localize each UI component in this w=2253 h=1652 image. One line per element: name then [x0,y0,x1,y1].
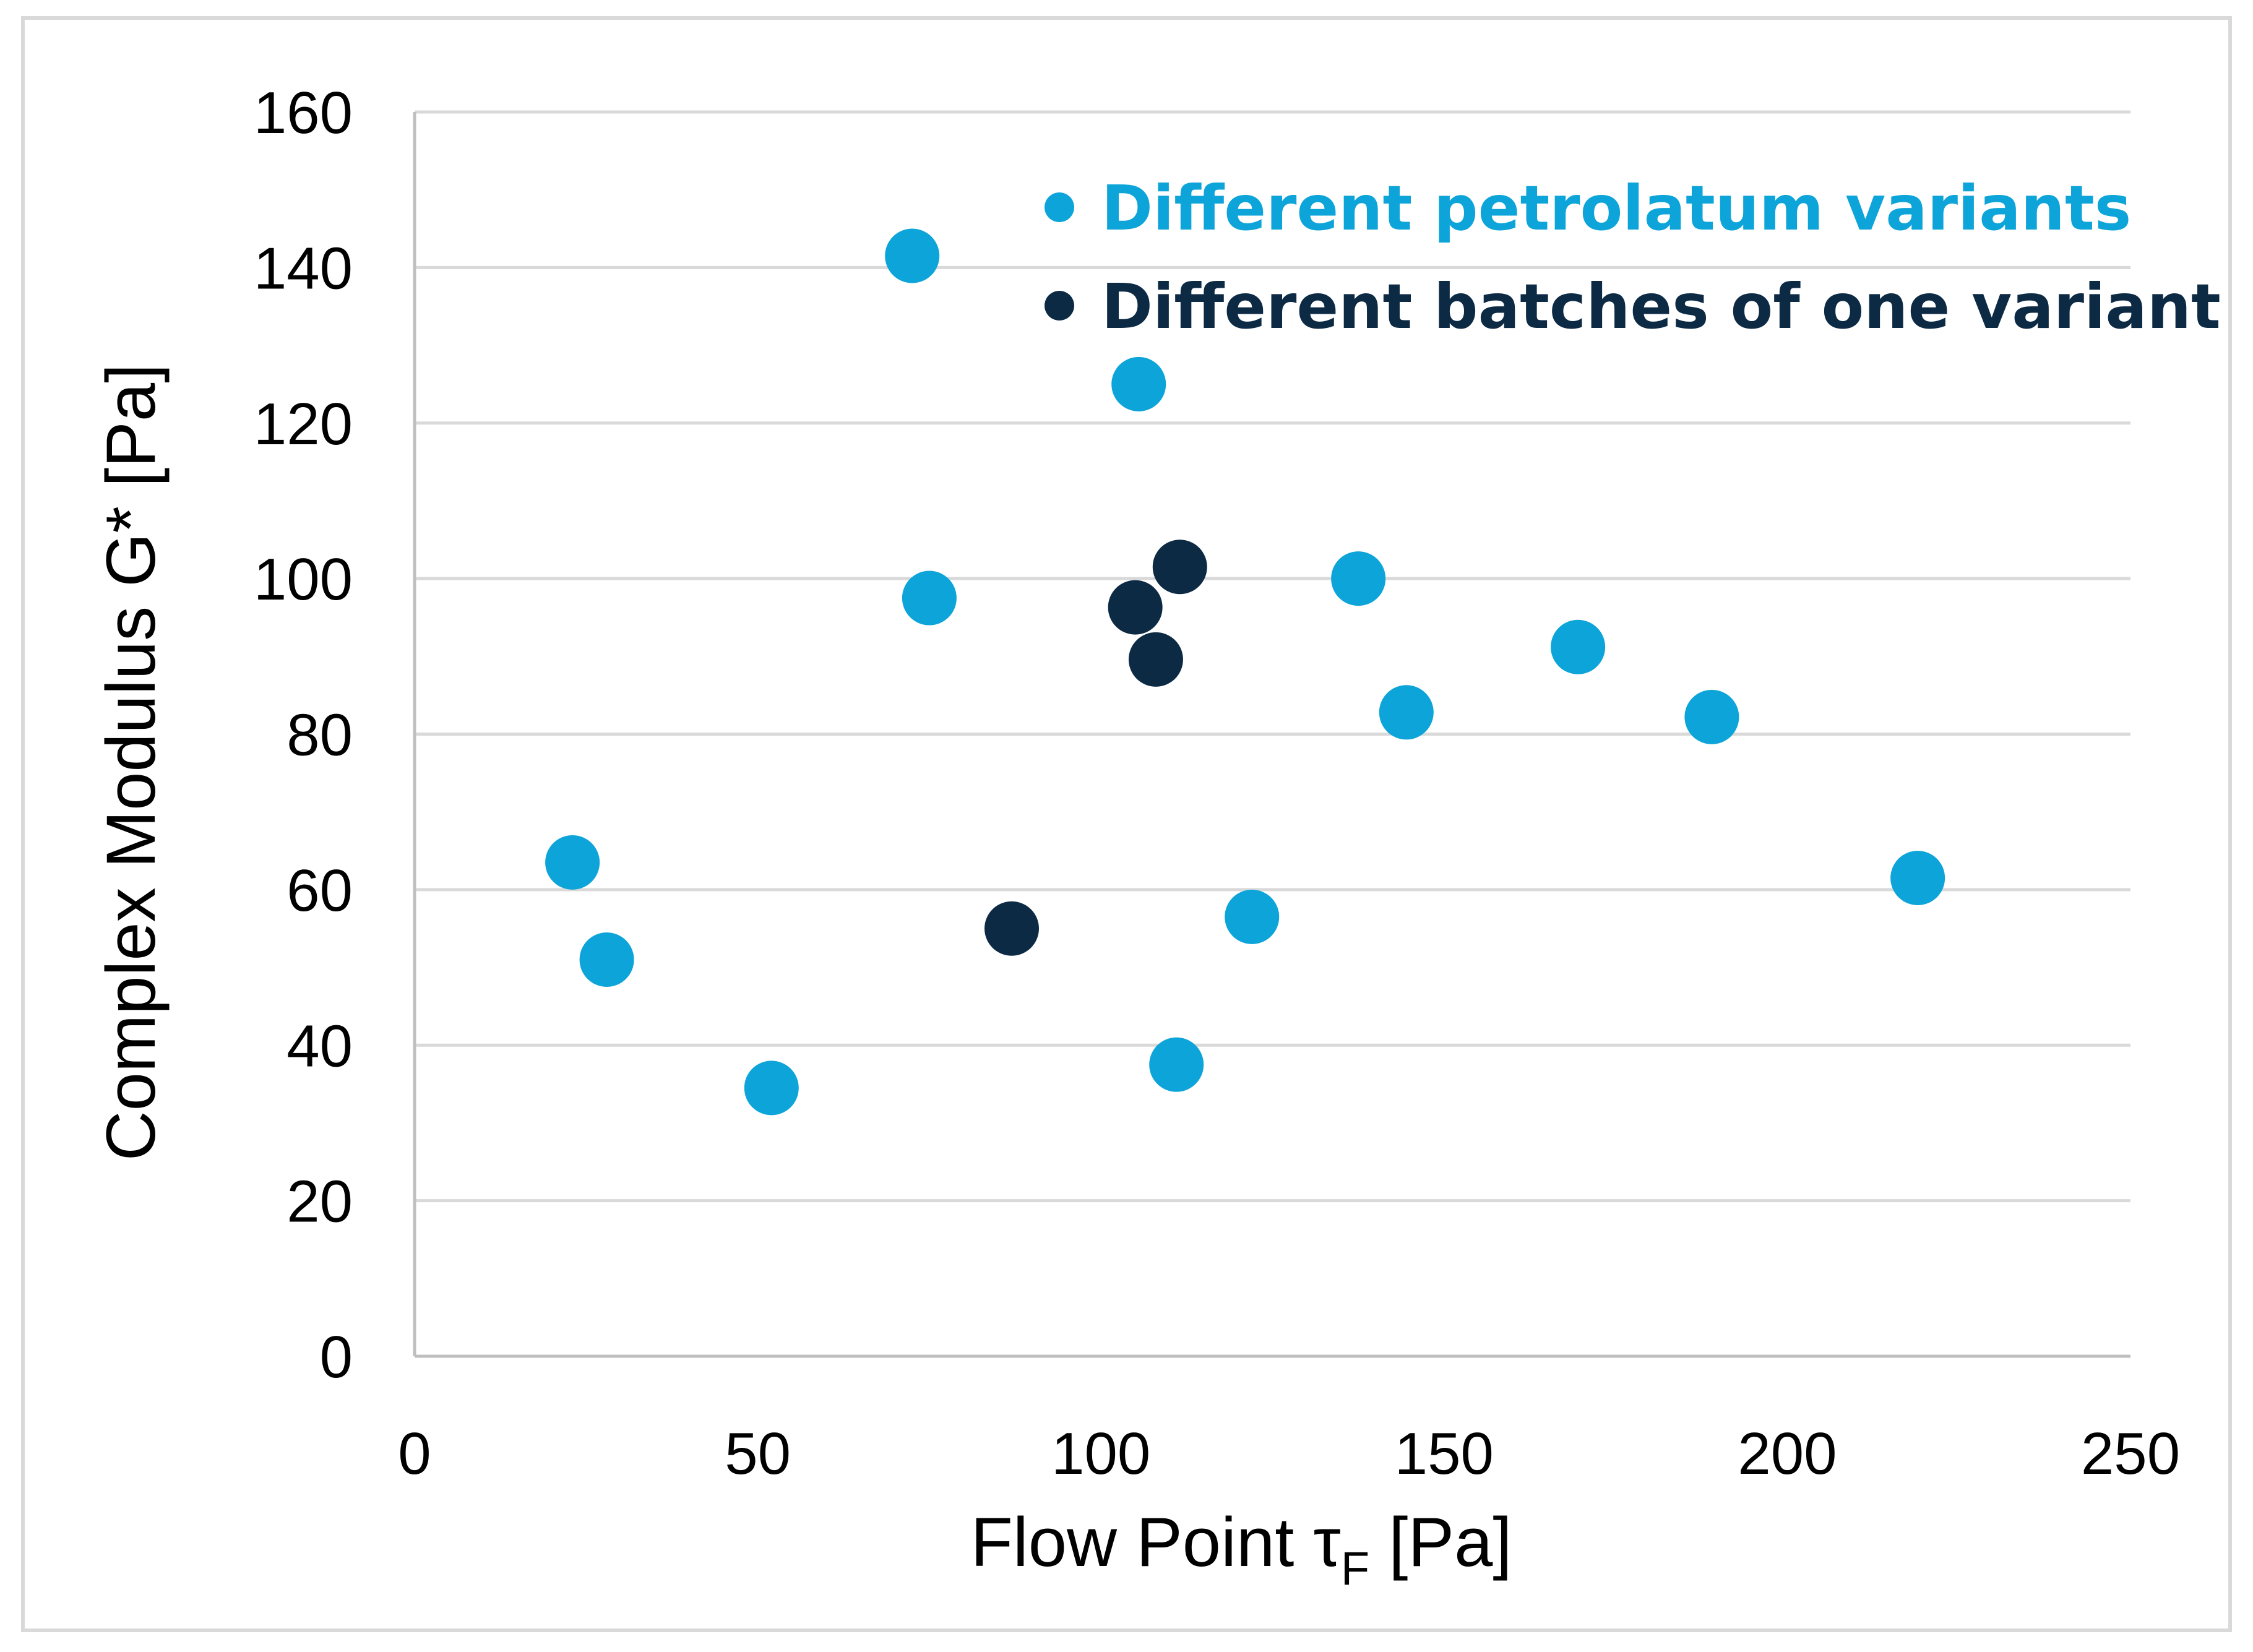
data-point-petrolatum-variant [1890,851,1945,906]
y-tick-labels: 0 20 40 60 80 100 120 140 160 [254,80,353,1390]
x-tick-label: 200 [1738,1421,1837,1487]
y-tick-label: 160 [254,80,353,146]
y-axis-title: Complex Modulus G* [Pa] [92,364,170,1161]
data-point-petrolatum-variant [1551,619,1606,674]
legend: Different petrolatum variants Different … [1045,172,2221,343]
x-axis-title-prefix: Flow Point [970,1504,1313,1581]
y-tick-label: 140 [254,235,353,301]
grid-lines [415,110,2130,1203]
x-axis-title: Flow Point τF [Pa] [970,1504,1512,1595]
legend-label-petrolatum-variants: Different petrolatum variants [1101,172,2131,244]
y-tick-label: 20 [286,1169,353,1235]
data-point-petrolatum-variant [902,570,957,626]
data-point-petrolatum-variant [1225,889,1280,944]
legend-item-petrolatum-variants: Different petrolatum variants [1045,172,2131,244]
data-points [545,228,1945,1116]
data-point-batch [1152,540,1207,595]
data-point-petrolatum-variant [744,1060,799,1116]
data-point-petrolatum-variant [1331,551,1386,606]
data-point-petrolatum-variant [579,932,634,987]
chart-frame [21,16,2232,1632]
data-point-petrolatum-variant [1379,685,1434,740]
legend-item-batches-one-variant: Different batches of one variant [1045,270,2221,343]
axes [413,112,2130,1358]
data-point-batch [1108,580,1163,635]
x-axis-title-subscript: F [1341,1542,1369,1595]
legend-marker-petrolatum-variants [1045,192,1074,222]
data-point-batch [984,901,1040,956]
x-tick-label: 150 [1395,1421,1494,1487]
x-axis-title-suffix: [Pa] [1369,1504,1512,1581]
y-tick-label: 80 [286,702,353,768]
x-axis-title-symbol: τ [1313,1504,1340,1581]
legend-label-batches-one-variant: Different batches of one variant [1101,270,2221,343]
x-tick-label: 100 [1051,1421,1150,1487]
data-point-petrolatum-variant [1149,1037,1204,1092]
data-point-petrolatum-variant [545,835,600,890]
y-tick-label: 120 [254,391,353,457]
x-tick-label: 0 [398,1421,431,1487]
data-point-petrolatum-variant [1684,689,1739,744]
y-tick-label: 60 [286,858,353,924]
data-point-petrolatum-variant [1111,356,1166,411]
y-tick-label: 0 [320,1324,353,1390]
y-tick-label: 100 [254,546,353,613]
x-tick-labels: 0 50 100 150 200 250 [398,1421,2180,1487]
y-tick-label: 40 [286,1013,353,1079]
data-point-petrolatum-variant [885,228,940,283]
data-point-batch [1128,632,1183,687]
x-tick-label: 50 [725,1421,791,1487]
x-tick-label: 250 [2081,1421,2180,1487]
legend-marker-batches-one-variant [1045,291,1074,321]
